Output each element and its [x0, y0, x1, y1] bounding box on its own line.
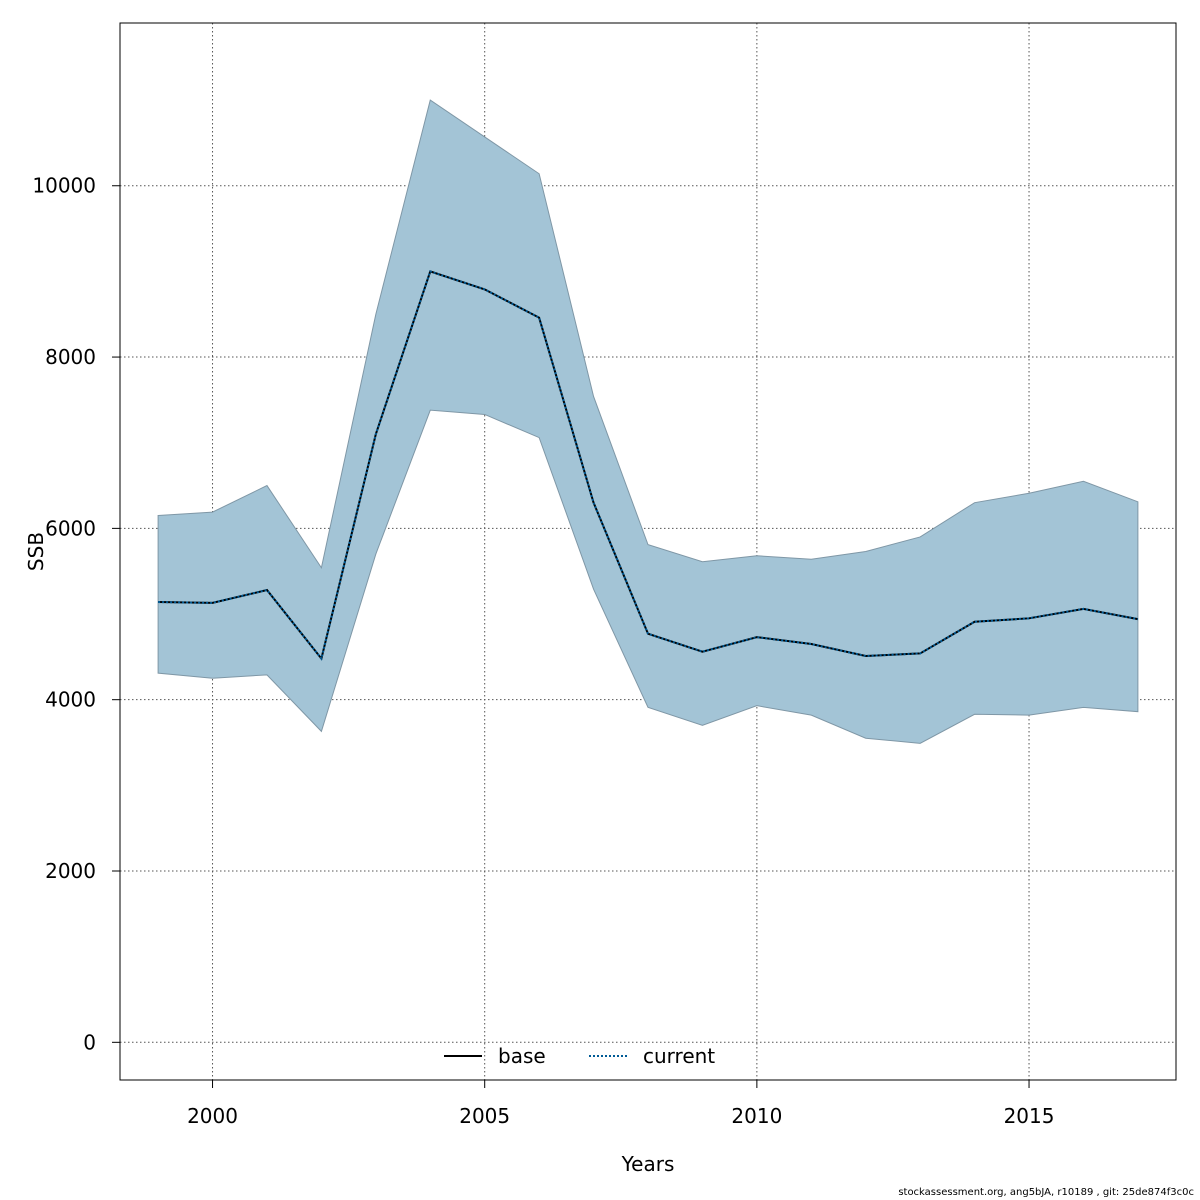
plot-frame: [119, 22, 1177, 1081]
x-tick-label-2015: 2015: [1004, 1104, 1055, 1128]
series-line-current: [158, 270, 1139, 661]
legend: base current: [444, 1044, 715, 1068]
x-axis-title: Years: [621, 1152, 675, 1176]
legend-label-base: base: [498, 1044, 546, 1068]
confidence-band: [157, 99, 1139, 744]
y-tick-label-0: 0: [83, 1030, 96, 1054]
legend-label-current: current: [643, 1044, 715, 1068]
y-tick-label-10000: 10000: [32, 174, 96, 198]
y-tick-label-4000: 4000: [45, 688, 96, 712]
y-tick-label-8000: 8000: [45, 345, 96, 369]
y-tick-label-2000: 2000: [45, 859, 96, 883]
x-tick-label-2005: 2005: [459, 1104, 510, 1128]
series-lines-layer: [158, 270, 1139, 661]
y-axis-title: SSB: [24, 532, 48, 571]
confidence-band-layer: [157, 99, 1139, 744]
x-axis-ticks: 2000 2005 2010 2015: [187, 1080, 1054, 1128]
x-tick-label-2000: 2000: [187, 1104, 238, 1128]
y-axis-ticks: 0 2000 4000 6000 8000 10000: [32, 174, 120, 1054]
y-tick-label-6000: 6000: [45, 516, 96, 540]
x-tick-label-2010: 2010: [731, 1104, 782, 1128]
footer-credit: stockassessment.org, ang5bJA, r10189 , g…: [898, 1187, 1194, 1198]
